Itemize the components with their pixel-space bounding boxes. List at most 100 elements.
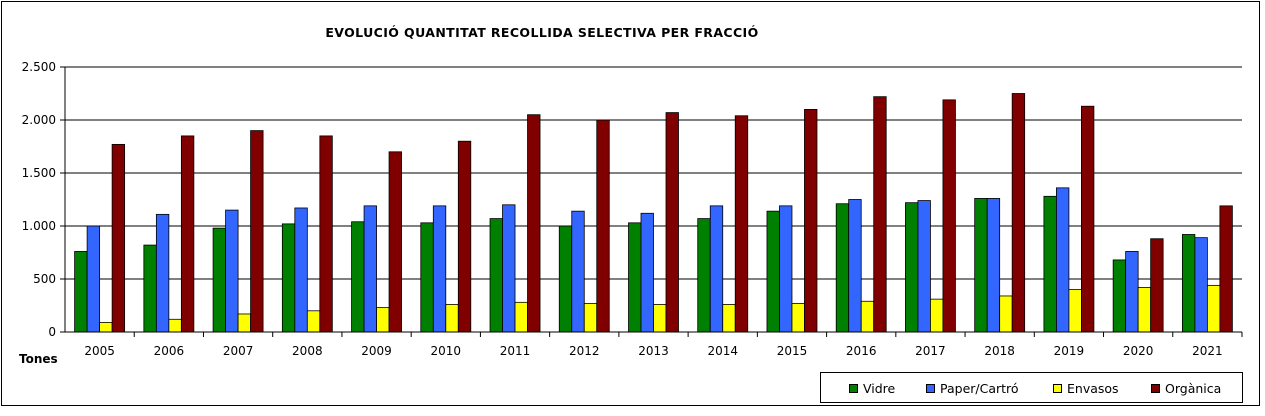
bar	[697, 218, 711, 333]
legend-swatch	[926, 384, 935, 393]
bar	[905, 202, 919, 333]
bar	[237, 313, 251, 333]
bar	[848, 199, 862, 333]
y-axis-label: Tones	[19, 352, 58, 366]
bar	[653, 304, 667, 333]
legend-label: Vidre	[863, 381, 896, 396]
y-tick-label: 1.500	[22, 166, 56, 180]
bar	[930, 298, 944, 333]
x-tick-label: 2014	[707, 344, 738, 358]
bar	[432, 205, 447, 333]
bars	[74, 93, 1233, 333]
bar	[420, 222, 434, 333]
x-tick-label: 2009	[361, 344, 392, 358]
legend-label: Orgànica	[1165, 381, 1222, 396]
bar	[319, 135, 333, 333]
bar	[558, 225, 573, 333]
x-tick-label: 2018	[984, 344, 1015, 358]
bar	[986, 198, 1001, 333]
bar	[596, 119, 610, 333]
bar	[1194, 237, 1208, 333]
y-tick-label: 1.000	[22, 219, 56, 233]
bar	[942, 99, 956, 333]
bar	[527, 114, 541, 333]
bar	[99, 322, 113, 333]
bar	[212, 227, 226, 333]
x-tick-label: 2011	[500, 344, 531, 358]
bar	[628, 222, 642, 333]
x-tick-labels: 2005 2006 2007 2008 2009 2010 2011 2012 2013 2014…	[84, 344, 1222, 358]
legend-item: Envasos	[1053, 381, 1119, 396]
x-tick-label: 2008	[292, 344, 323, 358]
bar	[1125, 251, 1139, 333]
bar	[111, 143, 126, 333]
bar	[709, 205, 724, 333]
bar	[1206, 284, 1221, 333]
x-tick-label: 2010	[431, 344, 462, 358]
bar	[804, 109, 818, 333]
legend-swatch	[849, 384, 858, 393]
x-tick-label: 2020	[1123, 344, 1154, 358]
legend-swatch	[1151, 384, 1160, 393]
bar	[665, 112, 679, 333]
bar	[502, 204, 516, 333]
chart-canvas: EVOLUCIÓ QUANTITAT RECOLLIDA SELECTIVA P…	[19, 25, 1243, 366]
x-tick-label: 2013	[638, 344, 669, 358]
legend-label: Envasos	[1067, 381, 1119, 396]
bar	[974, 198, 988, 333]
bar	[571, 210, 585, 333]
bar	[1137, 287, 1152, 333]
bar	[180, 135, 195, 333]
bar	[791, 302, 805, 333]
legend: Vidre Paper/Cartró Envasos Orgànica	[820, 372, 1243, 403]
x-tick-label: 2017	[915, 344, 946, 358]
bar	[640, 212, 654, 333]
bar	[873, 96, 887, 333]
bar	[514, 301, 528, 333]
bar	[1068, 289, 1082, 333]
bar	[917, 200, 931, 333]
chart-frame: EVOLUCIÓ QUANTITAT RECOLLIDA SELECTIVA P…	[1, 1, 1260, 406]
y-tick-label: 2.000	[22, 113, 56, 127]
bar	[1011, 93, 1026, 333]
legend-label: Paper/Cartró	[940, 381, 1019, 396]
bar	[168, 318, 182, 333]
bar	[155, 213, 170, 333]
x-tick-label: 2016	[846, 344, 877, 358]
bar	[376, 307, 390, 333]
bar	[1043, 195, 1057, 333]
bar	[306, 310, 321, 333]
bar	[86, 225, 101, 333]
bar	[722, 304, 736, 333]
x-tick-label: 2015	[777, 344, 808, 358]
y-tick-labels: 0 500 1.000 1.500 2.000 2.500	[22, 60, 56, 339]
x-tick-label: 2012	[569, 344, 600, 358]
bar	[351, 221, 365, 333]
bar	[1081, 105, 1095, 333]
legend-swatch	[1053, 384, 1062, 393]
bar	[1181, 234, 1196, 333]
axes	[60, 66, 1243, 337]
legend-item: Vidre	[849, 381, 895, 396]
x-tick-label: 2006	[154, 344, 185, 358]
legend-item: Paper/Cartró	[926, 381, 1019, 396]
bar	[1150, 238, 1164, 333]
bar	[1112, 259, 1127, 333]
bar	[294, 207, 308, 333]
x-tick-label: 2019	[1054, 344, 1085, 358]
bar	[445, 304, 459, 333]
bar	[999, 295, 1013, 333]
y-tick-label: 0	[48, 325, 56, 339]
bar	[583, 302, 598, 333]
bar	[489, 218, 503, 333]
bar	[779, 205, 793, 333]
bar	[74, 251, 88, 333]
legend-item: Orgànica	[1151, 381, 1221, 396]
y-tick-label: 2.500	[22, 60, 56, 74]
bar	[225, 209, 239, 333]
x-tick-label: 2021	[1192, 344, 1223, 358]
bar	[281, 223, 296, 333]
bar	[860, 300, 875, 333]
x-tick-label: 2005	[84, 344, 115, 358]
chart-title: EVOLUCIÓ QUANTITAT RECOLLIDA SELECTIVA P…	[325, 25, 758, 40]
